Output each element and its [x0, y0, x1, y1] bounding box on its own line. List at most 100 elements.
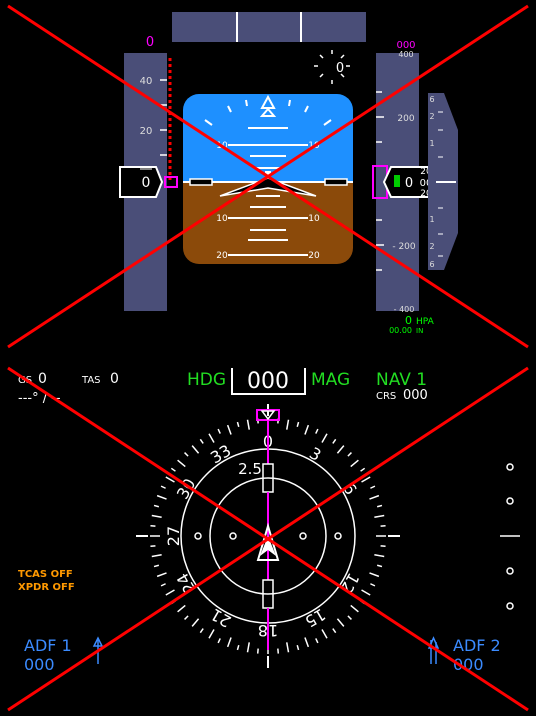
tas-value: 0 [110, 371, 119, 387]
speed-tick-label: 20 [140, 126, 153, 137]
vsi-tick-label: 2 [429, 242, 434, 251]
vsi-tick-label: 1 [429, 215, 434, 224]
navigation-display: GS 0 TAS 0 ---° / -- HDG 000 MAG NAV 1 C… [7, 366, 529, 712]
compass-tick [236, 644, 240, 651]
compass-ring-inner [209, 477, 327, 595]
speed-tick-label: 40 [140, 76, 153, 87]
compass-tick [332, 628, 337, 634]
compass-tick [156, 572, 167, 578]
hdg-label: HDG [187, 370, 226, 390]
compass-tick [321, 433, 328, 443]
compass-tick [191, 618, 200, 627]
aircraft-center-dot [265, 171, 271, 177]
compass-tick [374, 554, 385, 558]
compass-label: 27 [164, 526, 183, 546]
compass-tick [217, 428, 221, 434]
compass-tick [321, 629, 328, 639]
pitch-label: 10 [308, 214, 320, 224]
mag-label: MAG [311, 370, 350, 390]
gs-value: 0 [38, 371, 47, 387]
compass-tick [286, 419, 290, 430]
compass-tick [199, 628, 204, 634]
compass-tick [360, 467, 366, 472]
xpdr-status: XPDR OFF [18, 582, 75, 593]
range-mark [506, 602, 514, 610]
slip-indicator-icon [259, 107, 277, 117]
compass-tick [151, 554, 162, 558]
range-mark [506, 567, 514, 575]
cdi-dot [194, 532, 202, 540]
compass-tick [350, 604, 359, 613]
compass-tick [336, 445, 345, 454]
compass-tick [153, 564, 160, 568]
compass-tick [374, 514, 385, 518]
compass-tick [296, 644, 300, 651]
pitch-label: 20 [216, 251, 228, 261]
adf1-value: 000 [24, 655, 55, 674]
compass-tick [369, 494, 380, 500]
altitude-tick-label: - 400 [394, 305, 415, 314]
adf1-label: ADF 1 [24, 636, 72, 655]
compass-tick [246, 642, 250, 653]
baro-in-unit: IN [416, 327, 423, 335]
baro-value[interactable]: 0 [405, 314, 412, 327]
hdg-value[interactable]: 000 [247, 369, 289, 394]
vsi-tick-label: 6 [429, 95, 434, 104]
compass-tick [350, 459, 359, 468]
compass-tick [177, 459, 186, 468]
compass-tick [304, 637, 310, 648]
ground [183, 182, 353, 264]
compass-tick [246, 419, 250, 430]
altitude-tick-label: - 200 [392, 242, 416, 252]
tas-label: TAS [81, 375, 101, 386]
vsi-tick-label: 1 [429, 139, 434, 148]
compass-tick [226, 637, 232, 648]
failure-cross-line [7, 366, 529, 712]
compass-tick [347, 615, 352, 620]
compass-tick [361, 589, 371, 596]
cdi-dot [299, 532, 307, 540]
compass-tick [336, 618, 345, 627]
compass-tick [296, 421, 300, 428]
range-mark [506, 463, 514, 471]
tcas-status: TCAS OFF [18, 569, 73, 580]
compass-tick [347, 452, 352, 457]
failure-cross-line [7, 4, 529, 349]
compass-tick [177, 604, 186, 613]
cdi-dot [229, 532, 237, 540]
compass-tick [153, 504, 160, 508]
altitude-roller-bot: 20 [420, 189, 432, 199]
altitude-bug [372, 165, 388, 199]
altitude-main-value: 0 [405, 176, 413, 191]
pitch-label: 20 [308, 251, 320, 261]
compass-tick [184, 615, 189, 620]
compass-tick [170, 467, 176, 472]
altitude-target: 000 [396, 40, 415, 51]
crs-value[interactable]: 000 [403, 388, 428, 403]
compass-tick [208, 629, 215, 639]
crs-label: CRS [376, 391, 396, 402]
adf2-value: 000 [453, 655, 484, 674]
nav-source-label[interactable]: NAV 1 [376, 370, 427, 390]
dme-distance: 2.5 [238, 460, 262, 478]
compass-tick [184, 452, 189, 457]
compass-tick [304, 424, 310, 435]
baro-unit: HPA [416, 317, 435, 327]
speed-target: 0 [146, 35, 154, 50]
compass-tick [315, 638, 319, 644]
compass-tick [156, 494, 167, 500]
hdg-box [231, 368, 306, 395]
vsi-tick-label: 2 [429, 112, 434, 121]
compass-tick [236, 421, 240, 428]
compass-tick [361, 476, 371, 483]
compass-tick [376, 564, 383, 568]
compass-tick [165, 589, 175, 596]
speed-bug [164, 176, 178, 188]
heading-strip [172, 12, 366, 42]
baro-in-value: 00.00 [389, 326, 412, 335]
compass-tick [376, 504, 383, 508]
adf2-label: ADF 2 [453, 636, 501, 655]
vsi-tick-label: 6 [429, 260, 434, 269]
compass-tick [226, 424, 232, 435]
heading-small-value: 0 [336, 61, 344, 76]
